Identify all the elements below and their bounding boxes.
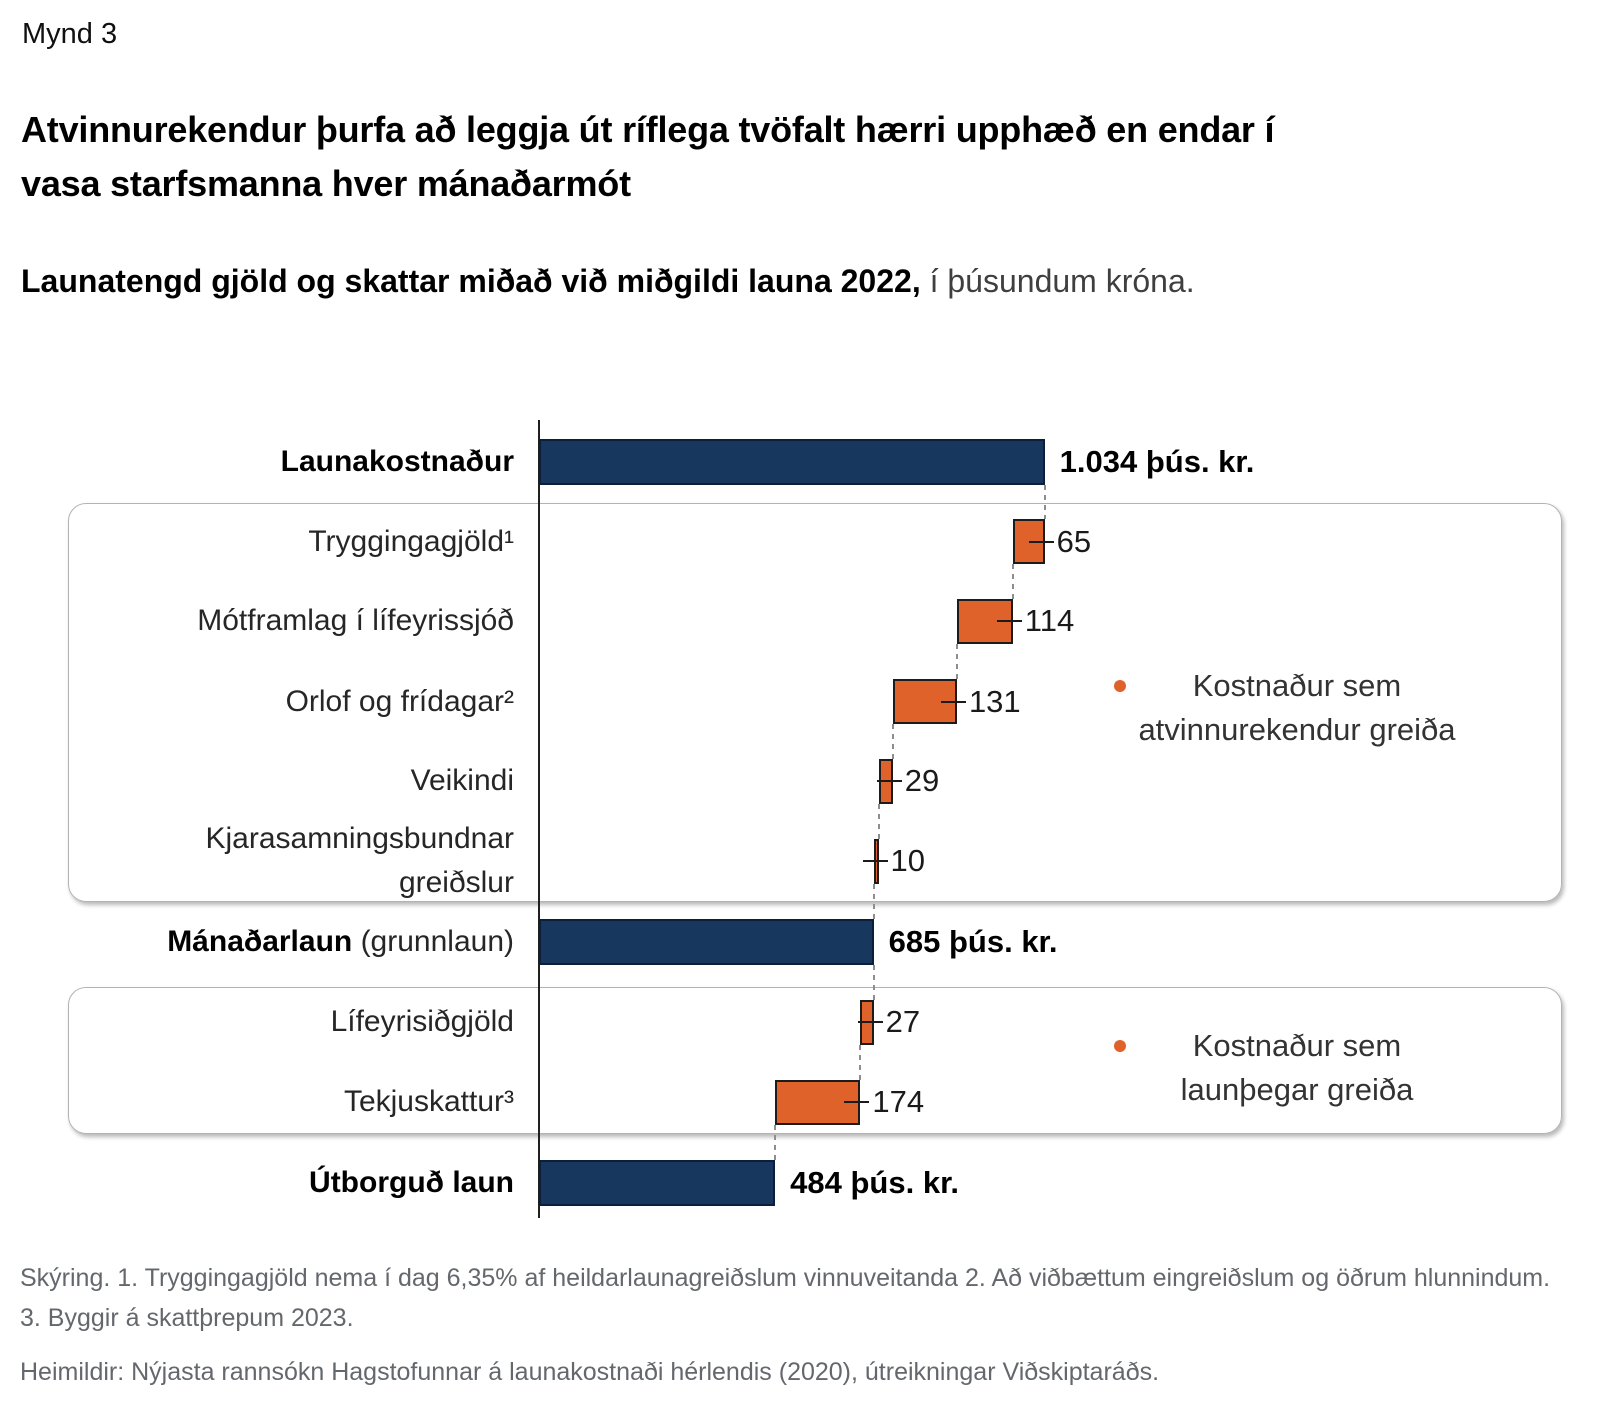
value-label-tekjuskattur: 174	[872, 1084, 925, 1119]
row-label-lifeyrisidgjold: Lífeyrisiðgjöld	[331, 1000, 514, 1044]
row-label-text: greiðslur	[398, 866, 514, 899]
legend-employee-costs: Kostnaður sem launþegar greiða	[1072, 1024, 1522, 1112]
value-label-utborgud-laun: 484 þús. kr.	[790, 1165, 960, 1200]
figure-title-line-1: Atvinnurekendur þurfa að leggja út rífle…	[21, 109, 1275, 150]
value-label-veikindi: 29	[904, 763, 940, 798]
row-label-text: Mótframlag í lífeyrissjóð	[197, 604, 514, 637]
value-label-motframlag-i-lifeyrissjod: 114	[1024, 603, 1075, 638]
row-label-text: (grunnlaun)	[352, 924, 514, 958]
footnote-explanation: Skýring. 1. Tryggingagjöld nema í dag 6,…	[20, 1264, 1551, 1332]
row-label-text: Mánaðarlaun	[167, 924, 353, 958]
legend-bullet-icon	[1114, 1040, 1126, 1052]
bar-manadarlaun	[539, 918, 874, 965]
row-label-text: Kjarasamningsbundnar	[205, 822, 514, 855]
footnote-sources: Heimildir: Nýjasta rannsókn Hagstofunnar…	[20, 1358, 1160, 1386]
legend-employer-costs: Kostnaður sem atvinnurekendur greiða	[1072, 664, 1522, 752]
value-tick-kjarasamningsbundnar-greidslur	[862, 860, 888, 862]
waterfall-connector-3	[891, 724, 894, 759]
value-tick-orlof-og-fridagar	[940, 700, 966, 703]
legend-employee-line-2: launþegar greiða	[1180, 1072, 1414, 1107]
legend-employer-line-2: atvinnurekendur greiða	[1138, 712, 1456, 747]
waterfall-connector-0	[1043, 485, 1046, 519]
value-label-lifeyrisidgjold: 27	[885, 1004, 921, 1039]
row-label-tryggingagjold: Tryggingagjöld¹	[308, 520, 514, 564]
value-tick-lifeyrisidgjold	[857, 1021, 883, 1023]
row-label-motframlag-i-lifeyrissjod: Mótframlag í lífeyrissjóð	[197, 599, 514, 643]
waterfall-connector-6	[872, 964, 875, 1000]
component-group-box-2	[68, 987, 1562, 1134]
row-label-tekjuskattur: Tekjuskattur³	[344, 1080, 514, 1124]
row-label-text: Launakostnaður	[280, 445, 514, 478]
legend-employer-line-1: Kostnaður sem	[1192, 668, 1402, 703]
row-label-text: Lífeyrisiðgjöld	[330, 1005, 514, 1038]
figure-subtitle-regular: í þúsundum króna.	[920, 263, 1195, 299]
value-tick-motframlag-i-lifeyrissjod	[996, 620, 1022, 622]
waterfall-connector-4	[877, 803, 880, 839]
bar-launakostnadur	[539, 439, 1045, 485]
waterfall-connector-8	[774, 1124, 777, 1160]
waterfall-connector-1	[1011, 564, 1014, 599]
figure-subtitle-bold: Launatengd gjöld og skattar miðað við mi…	[21, 263, 921, 299]
row-label-launakostnadur: Launakostnaður	[281, 440, 514, 484]
value-tick-veikindi	[876, 780, 902, 782]
figure-title: Atvinnurekendur þurfa að leggja út rífle…	[21, 103, 1275, 211]
value-tick-tekjuskattur	[844, 1101, 870, 1103]
value-label-launakostnadur: 1.034 þús. kr.	[1059, 444, 1255, 479]
value-label-tryggingagjold: 65	[1056, 523, 1092, 559]
row-label-kjarasamningsbundnar-greidslur: Kjarasamningsbundnar greiðslur	[205, 817, 514, 905]
waterfall-connector-7	[859, 1044, 862, 1080]
legend-bullet-icon	[1114, 680, 1126, 692]
row-label-text: Útborguð laun	[309, 1166, 514, 1199]
baseline-axis	[538, 420, 540, 1218]
row-label-manadarlaun: Mánaðarlaun (grunnlaun)	[167, 920, 514, 964]
figure-title-line-2: vasa starfsmanna hver mánaðarmót	[21, 163, 631, 204]
figure-number: Mynd 3	[22, 18, 118, 50]
legend-employee-line-1: Kostnaður sem	[1192, 1028, 1402, 1063]
value-label-manadarlaun: 685 þús. kr.	[888, 923, 1058, 959]
value-label-kjarasamningsbundnar-greidslur: 10	[890, 843, 926, 878]
figure-subtitle: Launatengd gjöld og skattar miðað við mi…	[21, 261, 1195, 301]
component-group-box-1	[68, 503, 1562, 902]
row-label-text: Veikindi	[410, 764, 514, 797]
waterfall-connector-2	[955, 643, 958, 679]
value-tick-tryggingagjold	[1028, 540, 1054, 543]
row-label-veikindi: Veikindi	[411, 759, 514, 803]
row-label-text: Orlof og frídagar²	[285, 684, 514, 718]
value-label-orlof-og-fridagar: 131	[968, 683, 1021, 719]
waterfall-connector-5	[872, 883, 875, 919]
row-label-utborgud-laun: Útborguð laun	[309, 1161, 514, 1205]
row-label-text: Tekjuskattur³	[343, 1085, 514, 1118]
row-label-orlof-og-fridagar: Orlof og frídagar²	[286, 680, 514, 724]
bar-utborgud-laun	[539, 1160, 776, 1206]
row-label-text: Tryggingagjöld¹	[308, 524, 514, 558]
